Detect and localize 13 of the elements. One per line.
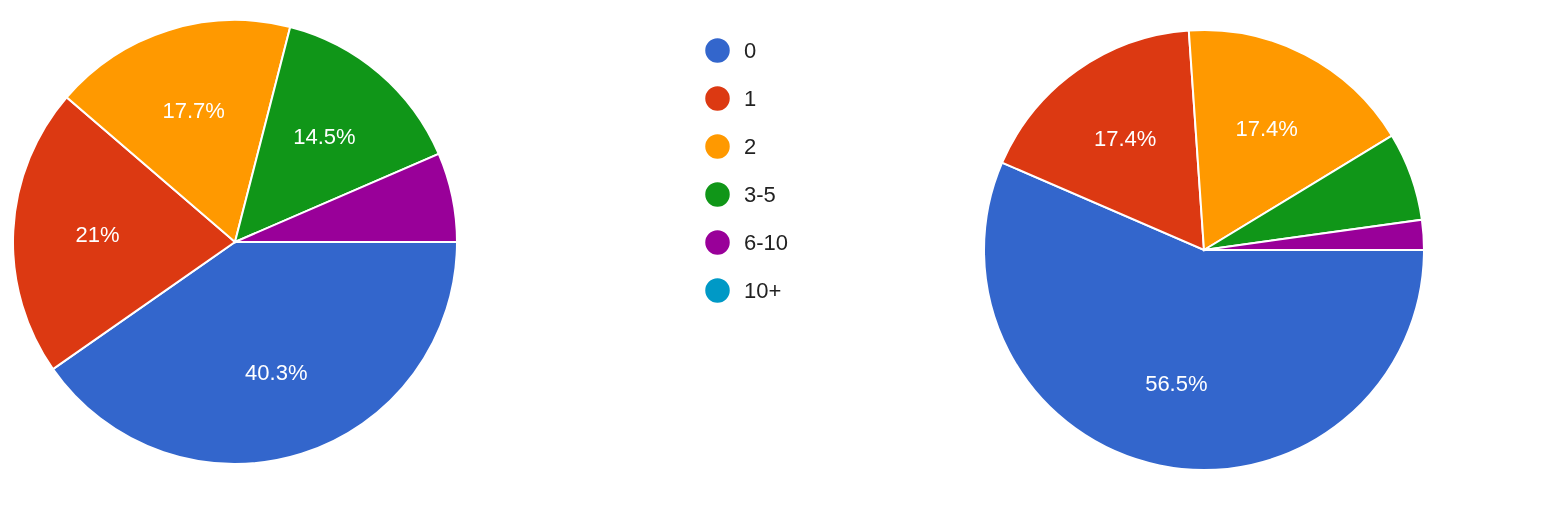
data-label: 21% bbox=[75, 222, 120, 248]
legend-label: 3-5 bbox=[744, 181, 776, 207]
legend-label: 1 bbox=[744, 85, 757, 111]
data-label: 14.5% bbox=[293, 124, 356, 150]
legend-label: 0 bbox=[744, 37, 757, 63]
legend-label: 2 bbox=[744, 133, 757, 159]
data-label: 56.5% bbox=[1145, 370, 1208, 396]
data-label: 17.4% bbox=[1235, 115, 1298, 141]
legend-label: 10+ bbox=[744, 277, 782, 303]
legend-label: 6-10 bbox=[744, 229, 789, 255]
data-label: 17.7% bbox=[162, 97, 225, 123]
data-label: 40.3% bbox=[245, 360, 308, 386]
data-label: 17.4% bbox=[1094, 125, 1157, 151]
